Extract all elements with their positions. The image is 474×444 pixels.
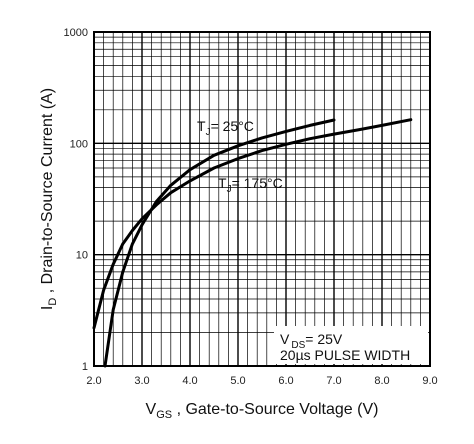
- x-tick-label: 8.0: [374, 375, 389, 387]
- series-line-tj25: [103, 118, 336, 368]
- condition-box: [274, 326, 428, 364]
- y-tick-label: 1: [82, 361, 88, 373]
- plot-frame: [93, 31, 431, 367]
- y-tick-label: 100: [70, 138, 88, 150]
- x-tick-label: 3.0: [134, 375, 149, 387]
- x-tick-label: 7.0: [326, 375, 341, 387]
- x-axis-title: VGS , Gate-to-Source Voltage (V): [146, 401, 379, 421]
- condition-pulse-width: 20µs PULSE WIDTH: [280, 347, 410, 363]
- y-axis-title: ID , Drain-to-Source Current (A): [39, 88, 59, 310]
- condition-vds: V DS= 25V: [280, 331, 343, 351]
- series-label-tj175: TJ= 175°C: [218, 175, 283, 195]
- x-tick-label: 4.0: [182, 375, 197, 387]
- x-tick-label: 6.0: [278, 375, 293, 387]
- series-label-tj25: TJ= 25°C: [197, 118, 254, 138]
- series-line-tj175: [92, 118, 413, 330]
- x-tick-label: 2.0: [86, 375, 101, 387]
- y-tick-label: 10: [76, 250, 88, 262]
- series-lines: [92, 118, 413, 368]
- x-tick-label: 5.0: [230, 375, 245, 387]
- chart-grid: [93, 32, 431, 367]
- y-tick-label: 1000: [64, 27, 88, 39]
- x-tick-label: 9.0: [422, 375, 437, 387]
- tick-labels: 2.0 3.0 4.0 5.0 6.0 7.0 8.0 9.0 1 10 100 1000: [64, 27, 438, 387]
